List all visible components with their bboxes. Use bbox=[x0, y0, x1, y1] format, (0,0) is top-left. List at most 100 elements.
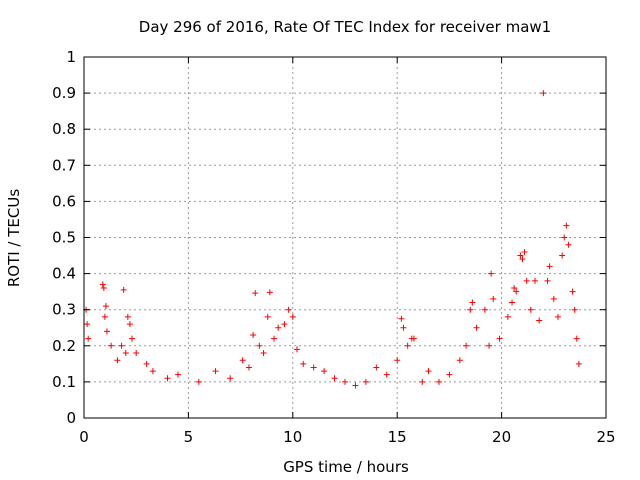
data-point bbox=[252, 290, 259, 297]
y-tick-label: 1 bbox=[66, 48, 76, 66]
data-point bbox=[404, 342, 411, 349]
y-tick-label: 0.2 bbox=[52, 337, 76, 355]
data-point bbox=[561, 234, 568, 241]
data-point bbox=[473, 324, 480, 331]
data-point bbox=[195, 378, 202, 385]
data-point bbox=[527, 306, 534, 313]
data-point bbox=[509, 299, 516, 306]
chart-title: Day 296 of 2016, Rate Of TEC Index for r… bbox=[139, 18, 551, 36]
data-point bbox=[174, 371, 181, 378]
data-point bbox=[419, 378, 426, 385]
y-tick-label: 0 bbox=[66, 409, 76, 427]
data-point bbox=[260, 350, 267, 357]
data-point bbox=[394, 357, 401, 364]
data-point bbox=[245, 364, 252, 371]
y-tick-label: 0.3 bbox=[52, 301, 76, 319]
data-point bbox=[120, 286, 127, 293]
data-point bbox=[293, 346, 300, 353]
x-tick-label: 10 bbox=[283, 428, 302, 446]
data-point bbox=[275, 324, 282, 331]
data-point bbox=[250, 331, 257, 338]
y-tick-label: 0.4 bbox=[52, 265, 76, 283]
data-point bbox=[504, 313, 511, 320]
x-tick-label: 0 bbox=[79, 428, 89, 446]
data-point bbox=[289, 313, 296, 320]
data-point bbox=[300, 360, 307, 367]
data-point bbox=[103, 328, 110, 335]
data-point bbox=[546, 263, 553, 270]
data-point bbox=[400, 324, 407, 331]
data-point bbox=[496, 335, 503, 342]
data-point bbox=[559, 252, 566, 259]
data-point bbox=[563, 222, 570, 229]
data-point bbox=[550, 295, 557, 302]
data-point bbox=[536, 317, 543, 324]
data-point bbox=[126, 321, 133, 328]
data-point bbox=[118, 342, 125, 349]
y-tick-label: 0.7 bbox=[52, 156, 76, 174]
data-point bbox=[467, 306, 474, 313]
data-point bbox=[124, 313, 131, 320]
data-point bbox=[100, 285, 107, 292]
data-point bbox=[143, 360, 150, 367]
data-point bbox=[212, 368, 219, 375]
data-point bbox=[102, 303, 109, 310]
data-point bbox=[256, 342, 263, 349]
data-point bbox=[342, 378, 348, 385]
data-point bbox=[511, 285, 518, 292]
data-point bbox=[362, 378, 369, 385]
data-point bbox=[331, 375, 338, 382]
data-point bbox=[239, 357, 246, 364]
data-point bbox=[271, 335, 278, 342]
data-point bbox=[149, 368, 156, 375]
data-point bbox=[164, 375, 171, 382]
data-point bbox=[456, 357, 463, 364]
data-point bbox=[410, 335, 417, 342]
axis-ticks: 0 5 10 15 20 25 0 0.1 0.2 0.3 0.4 0.5 0.6 0.7 0.8 0.9 1 bbox=[52, 48, 615, 446]
data-point bbox=[101, 313, 108, 320]
data-point bbox=[519, 256, 526, 263]
data-point bbox=[227, 375, 234, 382]
data-point bbox=[513, 288, 520, 295]
data-point bbox=[264, 313, 271, 320]
data-point bbox=[540, 90, 547, 97]
data-point bbox=[575, 360, 582, 367]
data-point bbox=[481, 306, 488, 313]
data-point bbox=[569, 288, 576, 295]
data-point bbox=[352, 382, 359, 389]
data-point bbox=[310, 364, 317, 371]
y-tick-label: 0.9 bbox=[52, 84, 76, 102]
data-point bbox=[321, 368, 328, 375]
data-point bbox=[281, 321, 288, 328]
scatter-points bbox=[83, 90, 582, 389]
data-point bbox=[266, 289, 273, 296]
data-point bbox=[108, 342, 115, 349]
data-point bbox=[521, 248, 528, 255]
data-point bbox=[554, 313, 561, 320]
data-point bbox=[285, 306, 292, 313]
data-point bbox=[488, 270, 495, 277]
data-point bbox=[84, 321, 91, 328]
data-point bbox=[469, 299, 476, 306]
y-tick-label: 0.5 bbox=[52, 229, 76, 247]
data-point bbox=[490, 295, 497, 302]
data-point bbox=[463, 342, 470, 349]
data-point bbox=[85, 335, 92, 342]
x-axis-label: GPS time / hours bbox=[283, 458, 409, 476]
data-point bbox=[532, 277, 539, 284]
data-point bbox=[383, 371, 390, 378]
data-point bbox=[114, 357, 121, 364]
y-tick-label: 0.8 bbox=[52, 120, 76, 138]
data-point bbox=[99, 281, 106, 288]
y-tick-label: 0.6 bbox=[52, 192, 76, 210]
data-point bbox=[425, 368, 432, 375]
data-point bbox=[523, 277, 530, 284]
x-tick-label: 20 bbox=[492, 428, 511, 446]
data-point bbox=[517, 252, 524, 259]
data-point bbox=[544, 277, 551, 284]
data-point bbox=[373, 364, 380, 371]
x-tick-label: 5 bbox=[184, 428, 194, 446]
data-point bbox=[398, 315, 405, 322]
data-point bbox=[486, 342, 493, 349]
